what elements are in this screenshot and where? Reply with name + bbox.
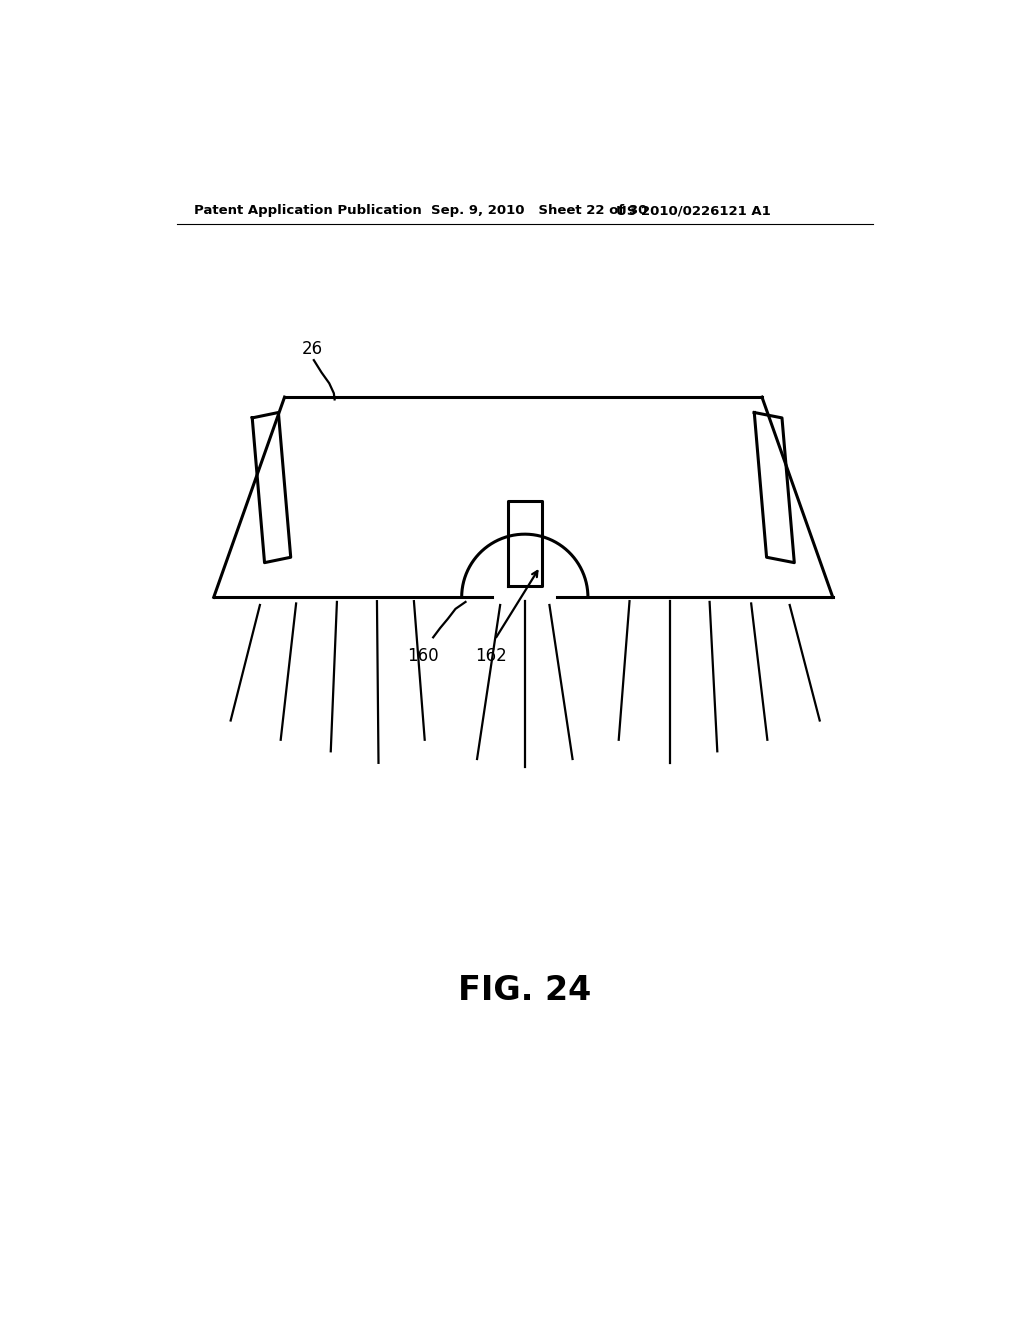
Text: 162: 162 [475,647,507,665]
Text: FIG. 24: FIG. 24 [458,974,592,1006]
Text: 26: 26 [301,341,323,358]
Text: 160: 160 [408,647,439,665]
Text: Sep. 9, 2010   Sheet 22 of 30: Sep. 9, 2010 Sheet 22 of 30 [431,205,647,218]
Text: Patent Application Publication: Patent Application Publication [194,205,422,218]
Text: US 2010/0226121 A1: US 2010/0226121 A1 [615,205,770,218]
